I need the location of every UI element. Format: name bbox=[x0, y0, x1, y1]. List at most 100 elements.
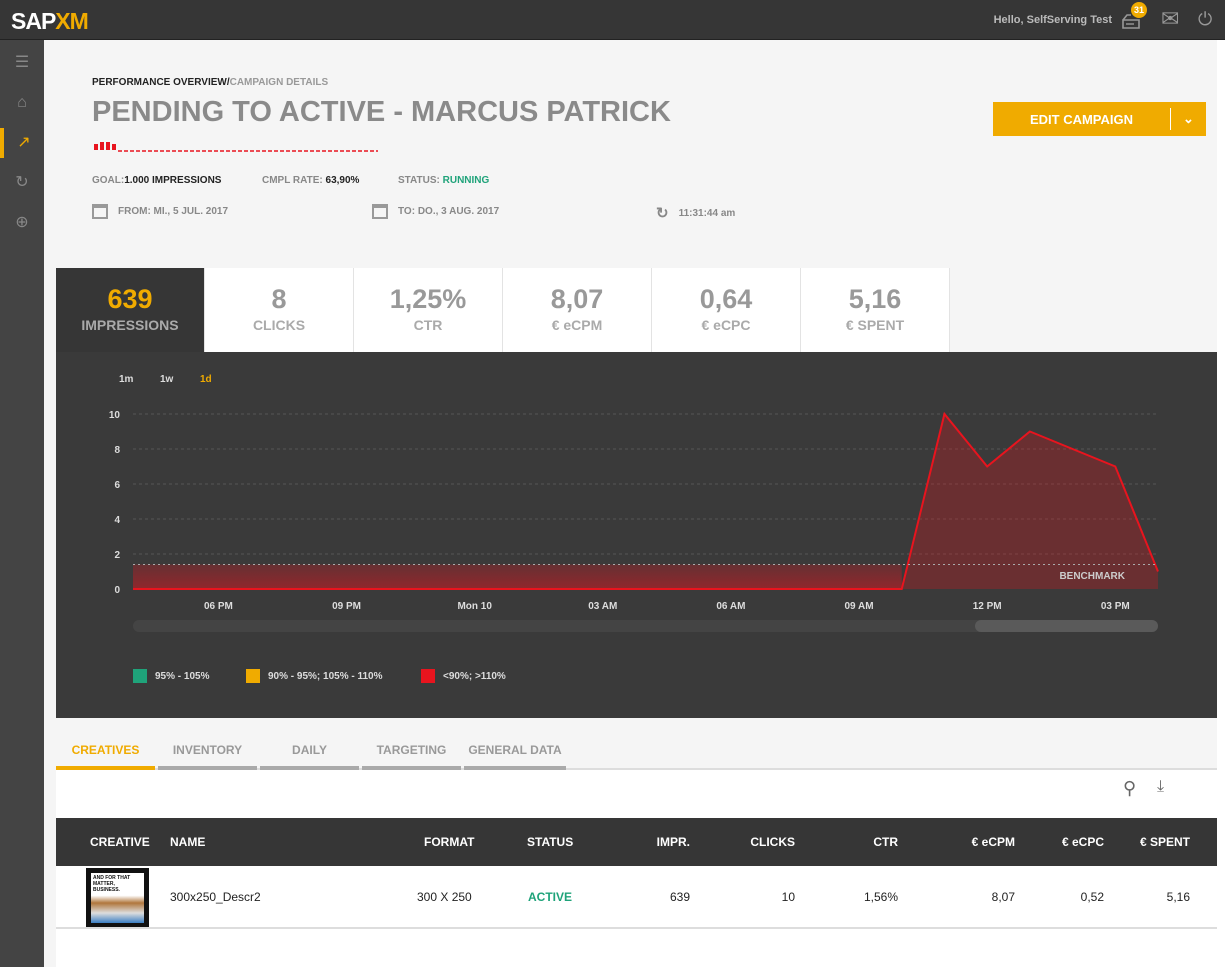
cell-status: ACTIVE bbox=[528, 890, 573, 904]
cell-clicks: 10 bbox=[781, 890, 795, 904]
chart-scrollbar bbox=[133, 620, 1158, 632]
breadcrumb-performance-overview[interactable]: PERFORMANCE OVERVIEW/ bbox=[92, 77, 230, 88]
col-impr[interactable]: IMPR. bbox=[656, 835, 690, 849]
kpi-tile-impressions[interactable]: 639 IMPRESSIONS bbox=[56, 268, 205, 352]
x-tick-label: Mon 10 bbox=[457, 601, 492, 612]
mail-icon[interactable]: ✉ bbox=[1161, 6, 1180, 31]
x-tick-label: 09 AM bbox=[844, 601, 873, 612]
download-icon[interactable]: ⤓ bbox=[1157, 778, 1165, 795]
logo[interactable]: SAPXM bbox=[11, 8, 89, 34]
sidebar: ☰ ⌂ ↗ ↻ ⊕ bbox=[0, 40, 44, 967]
col-name[interactable]: NAME bbox=[170, 835, 206, 849]
kpi-label: € eCPC bbox=[701, 317, 751, 333]
below-benchmark-fill bbox=[133, 564, 902, 589]
kpi-value: 8,07 bbox=[550, 284, 604, 314]
kpi-label: € SPENT bbox=[845, 317, 905, 333]
search-icon[interactable]: ⚲ bbox=[1123, 778, 1137, 798]
legend-item-red: <90%; >110% bbox=[421, 669, 506, 683]
legend-item-yellow: 90% - 95%; 105% - 110% bbox=[246, 669, 383, 683]
menu-icon[interactable]: ☰ bbox=[14, 54, 30, 71]
cell-ecpc: 0,52 bbox=[1080, 890, 1104, 904]
range-1m[interactable]: 1m bbox=[119, 374, 134, 385]
x-tick-label: 12 PM bbox=[973, 601, 1002, 612]
status: STATUS: RUNNING bbox=[398, 175, 490, 186]
col-ecpc[interactable]: € eCPC bbox=[1061, 835, 1104, 849]
edit-campaign-button[interactable]: EDIT CAMPAIGN ⌄ bbox=[993, 102, 1206, 136]
kpi-label: € eCPM bbox=[551, 317, 603, 333]
range-1d[interactable]: 1d bbox=[200, 374, 212, 385]
tab-targeting[interactable]: TARGETING bbox=[362, 740, 461, 770]
notifications-icon[interactable] bbox=[1121, 12, 1141, 30]
kpi-value: 8 bbox=[271, 284, 287, 314]
top-bar: SAPXM Hello, SelfServing Test 31 ✉ ⏻ bbox=[0, 0, 1225, 40]
progress-sparkline bbox=[94, 142, 378, 152]
col-status[interactable]: STATUS bbox=[527, 835, 574, 849]
y-tick-label: 6 bbox=[114, 480, 120, 491]
user-greeting: Hello, SelfServing Test bbox=[993, 14, 1112, 26]
kpi-value: 1,25% bbox=[389, 284, 467, 314]
home-icon[interactable]: ⌂ bbox=[17, 94, 27, 111]
to-date[interactable]: TO: DO., 3 AUG. 2017 bbox=[372, 204, 499, 219]
scrollbar[interactable] bbox=[1217, 40, 1225, 800]
breadcrumb: PERFORMANCE OVERVIEW/CAMPAIGN DETAILS bbox=[92, 77, 328, 88]
calendar-icon bbox=[92, 204, 108, 219]
y-tick-label: 4 bbox=[114, 515, 120, 526]
x-tick-label: 09 PM bbox=[332, 601, 361, 612]
col-format[interactable]: FORMAT bbox=[424, 835, 475, 849]
sync-icon[interactable]: ↻ bbox=[15, 174, 29, 191]
page-title: PENDING TO ACTIVE - MARCUS PATRICK bbox=[92, 96, 671, 128]
notification-count-badge: 31 bbox=[1131, 2, 1147, 18]
kpi-tile-ecpm[interactable]: 8,07 € eCPM bbox=[503, 268, 652, 352]
kpi-tile-ctr[interactable]: 1,25% CTR bbox=[354, 268, 503, 352]
kpi-value: 5,16 bbox=[848, 284, 902, 314]
kpi-label: CTR bbox=[413, 317, 443, 333]
x-tick-label: 06 PM bbox=[204, 601, 233, 612]
power-icon[interactable]: ⏻ bbox=[1198, 9, 1213, 29]
kpi-tile-spent[interactable]: 5,16 € SPENT bbox=[801, 268, 950, 352]
col-creative[interactable]: CREATIVE bbox=[90, 835, 150, 849]
series-area bbox=[133, 414, 1158, 589]
legend-item-green: 95% - 105% bbox=[133, 669, 209, 683]
tab-creatives[interactable]: CREATIVES bbox=[56, 740, 155, 770]
kpi-tile-ecpc[interactable]: 0,64 € eCPC bbox=[652, 268, 801, 352]
cell-ecpm: 8,07 bbox=[991, 890, 1015, 904]
benchmark-label: BENCHMARK bbox=[1059, 571, 1125, 582]
tab-general-data[interactable]: GENERAL DATA bbox=[464, 740, 566, 770]
y-tick-label: 10 bbox=[109, 410, 121, 421]
tab-daily[interactable]: DAILY bbox=[260, 740, 359, 770]
target-icon[interactable]: ⊕ bbox=[15, 214, 29, 231]
y-tick-label: 0 bbox=[114, 585, 120, 596]
kpi-value: 639 bbox=[107, 284, 153, 314]
table-area bbox=[56, 770, 1217, 967]
cell-format: 300 X 250 bbox=[417, 890, 472, 904]
col-spent[interactable]: € SPENT bbox=[1139, 835, 1190, 849]
col-ctr[interactable]: CTR bbox=[873, 835, 898, 849]
kpi-value: 0,64 bbox=[699, 284, 753, 314]
x-tick-label: 03 PM bbox=[1101, 601, 1130, 612]
tab-inventory[interactable]: INVENTORY bbox=[158, 740, 257, 770]
row-divider bbox=[56, 927, 1217, 929]
table-header bbox=[56, 818, 1217, 866]
detail-tabs: CREATIVES INVENTORY DAILY TARGETING GENE… bbox=[56, 740, 1217, 770]
cell-impr: 639 bbox=[669, 890, 690, 904]
cell-spent: 5,16 bbox=[1166, 890, 1190, 904]
kpi-label: CLICKS bbox=[252, 317, 306, 333]
breadcrumb-campaign-details: CAMPAIGN DETAILS bbox=[229, 77, 329, 88]
col-ecpm[interactable]: € eCPM bbox=[971, 835, 1015, 849]
x-tick-label: 06 AM bbox=[716, 601, 745, 612]
creative-thumbnail[interactable]: AND FOR THAT MATTER, BUSINESS. bbox=[86, 868, 149, 928]
chart-icon[interactable]: ↗ bbox=[0, 128, 44, 158]
from-date[interactable]: FROM: MI., 5 JUL. 2017 bbox=[92, 204, 228, 219]
last-refresh[interactable]: ↻ 11:31:44 am bbox=[656, 205, 736, 222]
cell-name[interactable]: 300x250_Descr2 bbox=[170, 890, 261, 904]
chart-scrollbar-thumb[interactable] bbox=[975, 620, 1158, 632]
series-line bbox=[133, 411, 1159, 590]
refresh-icon[interactable]: ↻ bbox=[656, 205, 669, 222]
kpi-label: IMPRESSIONS bbox=[81, 317, 179, 333]
chevron-down-icon[interactable]: ⌄ bbox=[1183, 111, 1194, 126]
col-clicks[interactable]: CLICKS bbox=[750, 835, 795, 849]
kpi-tile-clicks[interactable]: 8 CLICKS bbox=[205, 268, 354, 352]
range-1w[interactable]: 1w bbox=[160, 374, 174, 385]
cell-ctr: 1,56% bbox=[863, 890, 898, 904]
